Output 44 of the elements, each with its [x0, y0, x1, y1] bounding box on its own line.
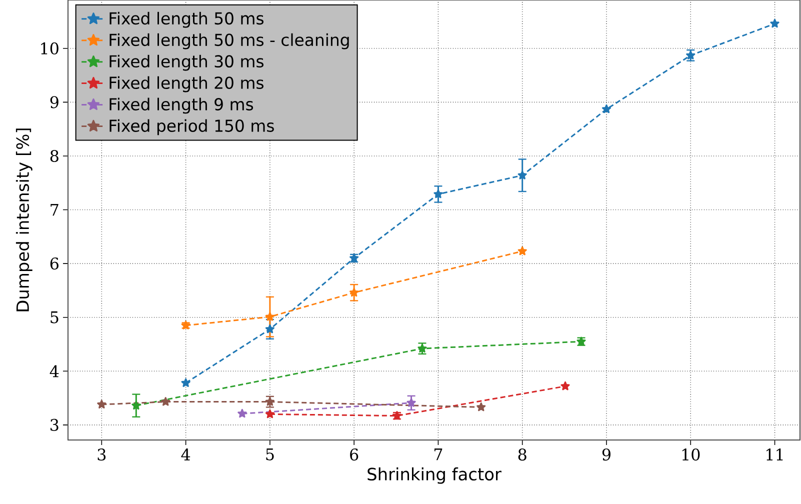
point	[161, 397, 170, 406]
x-axis-title: Shrinking factor	[368, 467, 502, 484]
point	[476, 402, 486, 412]
legend-label: Fixed length 9 ms	[110, 98, 254, 114]
point	[602, 104, 612, 114]
legend-label: Fixed length 50 ms	[110, 12, 264, 28]
legend-label: Fixed length 20 ms	[110, 76, 264, 92]
y-axis-title: Dumped intensity [%]	[16, 128, 32, 312]
point	[560, 381, 570, 390]
y-tick-label: 5	[50, 311, 58, 324]
x-tick-label: 7	[434, 448, 442, 460]
point	[97, 400, 106, 408]
y-tick-label: 9	[50, 96, 58, 108]
y-tick-label: 3	[50, 418, 58, 431]
point	[350, 288, 359, 297]
point	[181, 378, 190, 387]
y-tick-label: 6	[50, 258, 58, 270]
x-tick-label: 10	[682, 448, 700, 461]
point	[265, 324, 274, 334]
y-tick-label: 7	[50, 204, 58, 216]
point	[265, 409, 274, 418]
legend-label: Fixed period 150 ms	[110, 119, 274, 136]
y-tick-label: 4	[50, 365, 59, 378]
y-tick-label: 10	[41, 42, 58, 54]
x-tick-label: 11	[766, 448, 783, 460]
point	[132, 400, 141, 410]
point	[686, 50, 696, 60]
point	[518, 246, 527, 256]
point	[406, 398, 416, 407]
x-tick-label: 9	[602, 448, 610, 461]
legend-label: Fixed length 30 ms	[110, 54, 264, 71]
point	[434, 189, 443, 198]
x-tick-label: 5	[266, 448, 274, 460]
y-tick-label: 8	[50, 150, 58, 162]
x-tick-label: 8	[518, 448, 526, 461]
point	[238, 408, 247, 418]
point	[518, 170, 527, 180]
point	[418, 344, 427, 353]
x-tick-label: 6	[350, 448, 358, 461]
point	[770, 18, 780, 28]
x-tick-label: 4	[181, 448, 190, 460]
point	[265, 312, 274, 321]
x-tick-label: 3	[98, 448, 106, 461]
legend-label: Fixed length 50 ms - cleaning	[110, 33, 349, 50]
